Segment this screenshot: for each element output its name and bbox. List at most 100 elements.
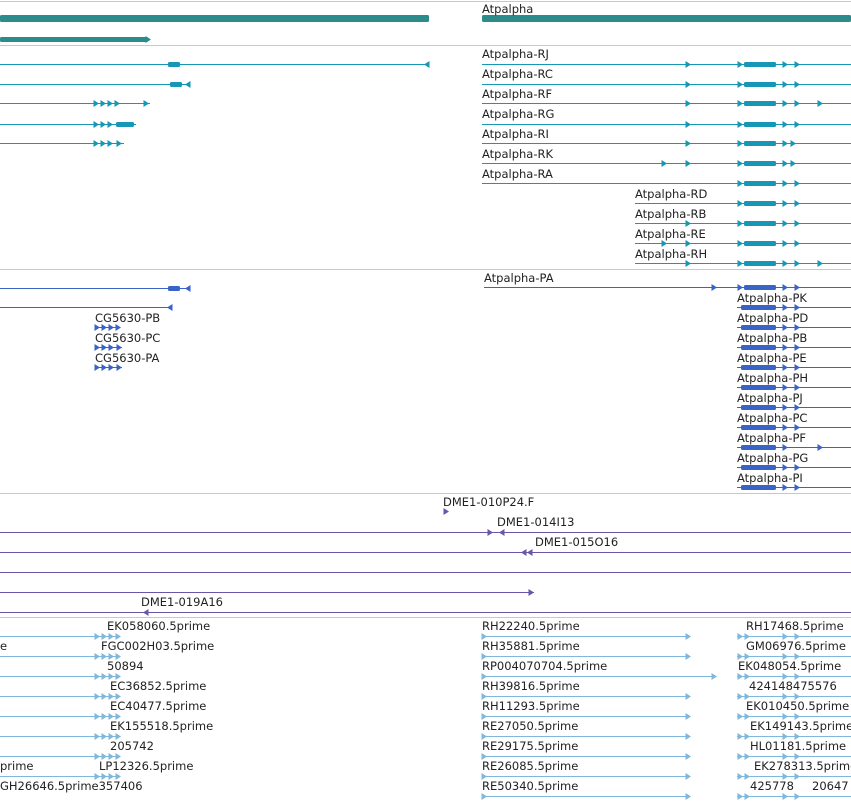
exon-box xyxy=(744,285,776,290)
strand-arrow-right xyxy=(481,633,487,640)
strand-arrow-right xyxy=(794,673,800,680)
exon-box xyxy=(741,445,776,450)
feature-glyph xyxy=(482,121,851,128)
feature-glyph xyxy=(737,444,851,451)
exon-box xyxy=(744,62,776,67)
strand-arrow-right xyxy=(108,733,114,740)
strand-arrow-right xyxy=(108,324,114,331)
strand-arrow-right xyxy=(782,324,788,331)
feature-glyph xyxy=(737,773,851,780)
strand-arrow-right xyxy=(782,304,788,311)
strand-arrow-right xyxy=(145,36,151,43)
strand-arrow-right xyxy=(685,633,691,640)
strand-arrow-right xyxy=(782,384,788,391)
strand-arrow-right xyxy=(744,733,750,740)
strand-arrow-right xyxy=(744,773,750,780)
strand-arrow-right xyxy=(685,81,691,88)
strand-arrow-right xyxy=(794,284,800,291)
strand-arrow-right xyxy=(782,160,788,167)
exon-box xyxy=(744,101,776,106)
strand-arrow-right xyxy=(101,733,107,740)
strand-arrow-right xyxy=(115,673,121,680)
exon-box xyxy=(744,161,776,166)
strand-arrow-right xyxy=(744,793,750,800)
strand-arrow-right xyxy=(685,140,691,147)
strand-arrow-right xyxy=(711,284,717,291)
strand-arrow-right xyxy=(737,773,743,780)
strand-arrow-right xyxy=(737,793,743,800)
strand-arrow-right xyxy=(481,673,487,680)
feature-glyph xyxy=(94,324,121,331)
strand-arrow-right xyxy=(794,793,800,800)
strand-arrow-right xyxy=(790,140,796,147)
strand-arrow-right xyxy=(528,589,534,596)
strand-arrow-right xyxy=(116,140,122,147)
strand-arrow-right xyxy=(481,793,487,800)
feature-glyph xyxy=(481,733,691,740)
strand-arrow-right xyxy=(685,773,691,780)
strand-arrow-right xyxy=(737,100,743,107)
clone-track xyxy=(0,508,851,616)
feature-glyph xyxy=(94,364,122,371)
strand-arrow-right xyxy=(108,693,114,700)
feature-glyph xyxy=(482,160,851,167)
strand-arrow-right xyxy=(115,773,121,780)
feature-glyph xyxy=(0,529,851,536)
strand-arrow-right xyxy=(794,100,800,107)
strand-arrow-right xyxy=(94,344,100,351)
strand-arrow-right xyxy=(794,633,800,640)
strand-arrow-left xyxy=(143,609,149,616)
feature-glyph xyxy=(0,773,121,780)
strand-arrow-right xyxy=(94,773,100,780)
exon-box xyxy=(741,385,776,390)
strand-arrow-right xyxy=(782,464,788,471)
strand-arrow-right xyxy=(737,284,743,291)
strand-arrow-right xyxy=(737,81,743,88)
strand-arrow-right xyxy=(794,384,800,391)
feature-glyph xyxy=(0,140,124,147)
strand-arrow-right xyxy=(737,180,743,187)
feature-glyph xyxy=(737,464,851,471)
strand-arrow-right xyxy=(782,200,788,207)
strand-arrow-right xyxy=(794,773,800,780)
strand-arrow-right xyxy=(661,160,667,167)
strand-arrow-right xyxy=(116,344,122,351)
strand-arrow-right xyxy=(782,81,788,88)
strand-arrow-right xyxy=(107,121,113,128)
strand-arrow-right xyxy=(794,81,800,88)
strand-arrow-right xyxy=(94,713,100,720)
strand-arrow-right xyxy=(794,180,800,187)
strand-arrow-right xyxy=(782,180,788,187)
strand-arrow-left xyxy=(185,81,191,88)
strand-arrow-right xyxy=(93,100,99,107)
strand-arrow-right xyxy=(100,100,106,107)
feature-glyph xyxy=(737,324,851,331)
feature-glyph xyxy=(482,61,851,68)
feature-glyph xyxy=(0,15,429,22)
strand-arrow-right xyxy=(101,344,107,351)
strand-arrow-right xyxy=(782,404,788,411)
strand-arrow-right xyxy=(115,633,121,640)
strand-arrow-right xyxy=(794,404,800,411)
strand-arrow-right xyxy=(737,713,743,720)
feature-glyph xyxy=(0,61,430,68)
strand-arrow-right xyxy=(782,344,788,351)
feature-glyph xyxy=(635,220,851,227)
strand-arrow-right xyxy=(737,693,743,700)
strand-arrow-right xyxy=(737,220,743,227)
strand-arrow-right xyxy=(481,733,487,740)
strand-arrow-right xyxy=(94,653,100,660)
feature-glyph xyxy=(0,673,121,680)
strand-arrow-right xyxy=(794,713,800,720)
feature-glyph xyxy=(482,81,851,88)
exon-box xyxy=(741,485,776,490)
strand-arrow-right xyxy=(108,364,114,371)
exon-box xyxy=(744,141,776,146)
strand-arrow-right xyxy=(782,61,788,68)
feature-glyph xyxy=(481,633,691,640)
est-track xyxy=(0,633,851,800)
strand-arrow-right xyxy=(107,140,113,147)
strand-arrow-right xyxy=(782,284,788,291)
exon-box xyxy=(741,345,776,350)
